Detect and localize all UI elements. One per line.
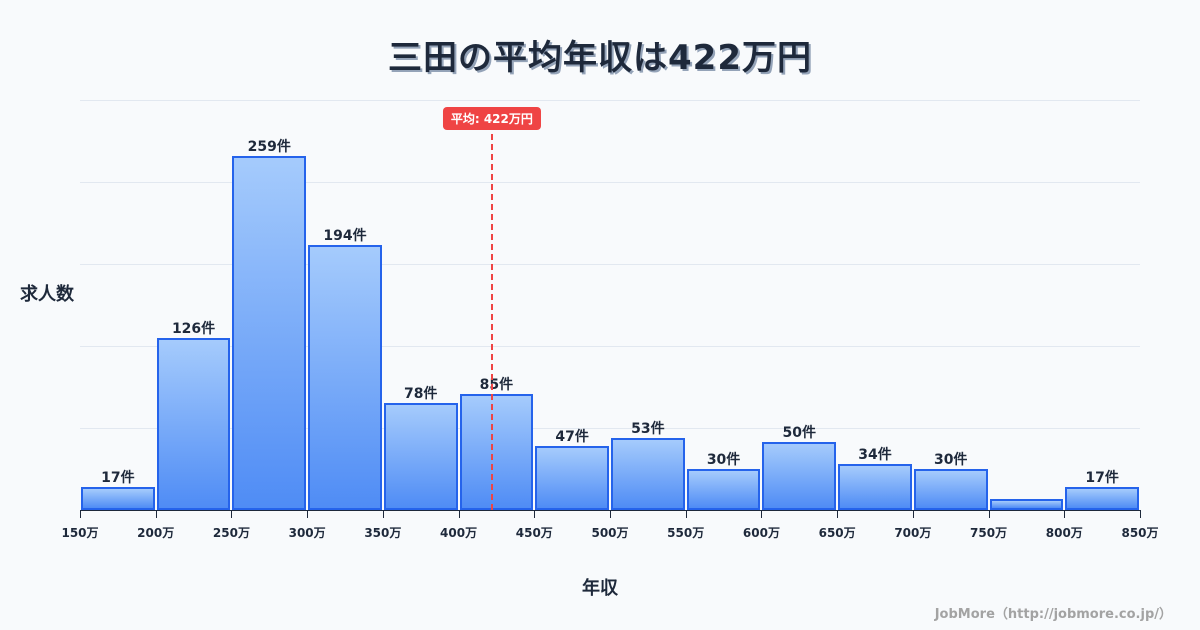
histogram-bar [81, 486, 155, 510]
x-tick [458, 510, 460, 518]
histogram-bar [459, 393, 534, 510]
x-tick [155, 510, 157, 518]
bar-value-label: 259件 [247, 139, 291, 156]
x-tick-label: 650万 [818, 526, 856, 540]
gridline [80, 182, 1140, 183]
x-tick [307, 510, 309, 518]
bar-value-label: 17件 [1085, 469, 1119, 486]
bar-value-label: 85件 [479, 376, 514, 393]
bar-value-label: 53件 [631, 420, 665, 437]
x-tick-label: 600万 [742, 526, 780, 540]
x-tick [610, 510, 611, 518]
gridline [80, 346, 1140, 347]
histogram-bar [838, 463, 912, 510]
plot-area: 17件 126件 259件 194件 78件 85件 47件 53件 30件 50件 34件 30件 1… [61, 100, 1159, 540]
x-tick [685, 510, 687, 518]
credit-text: JobMore（http://jobmore.co.jp/） [934, 607, 1172, 622]
histogram-bar [1065, 486, 1139, 510]
chart-title: 三田の平均年収は422万円 [388, 38, 812, 78]
bar-value-label: 34件 [858, 446, 892, 463]
histogram-bar [611, 437, 685, 510]
bar-value-label: 78件 [403, 386, 438, 403]
bar-value-label: 50件 [782, 424, 817, 441]
x-tick-label: 300万 [288, 526, 326, 540]
x-tick-label: 850万 [1121, 526, 1159, 540]
histogram-bar [308, 244, 382, 510]
x-tick [1140, 510, 1141, 518]
x-tick-label: 700万 [894, 526, 932, 540]
histogram-bar [156, 337, 231, 510]
histogram-bar [383, 403, 458, 510]
x-tick [761, 510, 763, 518]
histogram-bar [686, 469, 761, 510]
x-tick-label: 350万 [364, 526, 402, 540]
x-tick-label: 800万 [1045, 526, 1083, 540]
y-axis-label: 求人数 [20, 284, 74, 305]
x-tick [988, 510, 990, 518]
x-tick [837, 510, 839, 518]
bar-value-label: 47件 [555, 428, 589, 445]
x-tick [80, 510, 81, 518]
x-tick-label: 500万 [591, 526, 629, 540]
x-tick [1064, 510, 1066, 518]
gridline [80, 100, 1140, 101]
x-tick [534, 510, 536, 518]
histogram-bar [535, 445, 609, 510]
x-tick-label: 150万 [61, 526, 99, 540]
average-line [490, 134, 493, 510]
x-axis-label: 年収 [582, 578, 618, 599]
bar-value-label: 194件 [323, 227, 367, 244]
bar-value-label: 126件 [171, 320, 216, 337]
x-tick-label: 550万 [667, 526, 705, 540]
histogram-bar [232, 156, 307, 510]
average-badge: 平均: 422万円 [442, 107, 541, 130]
x-tick-label: 750万 [970, 526, 1008, 540]
x-tick-label: 250万 [212, 526, 250, 540]
x-tick [231, 510, 233, 518]
bar-value-label: 30件 [933, 452, 968, 468]
bar-value-label: 30件 [706, 452, 741, 468]
histogram-bar [762, 441, 837, 510]
histogram-bar [989, 499, 1064, 510]
x-tick-label: 200万 [137, 526, 175, 540]
gridline [80, 264, 1140, 265]
x-tick [382, 510, 384, 518]
x-tick-label: 450万 [515, 526, 553, 540]
bar-value-label: 17件 [101, 469, 135, 486]
x-tick [912, 510, 914, 518]
histogram-bar [913, 469, 988, 510]
x-tick-label: 400万 [440, 526, 478, 540]
gridline [80, 428, 1140, 429]
